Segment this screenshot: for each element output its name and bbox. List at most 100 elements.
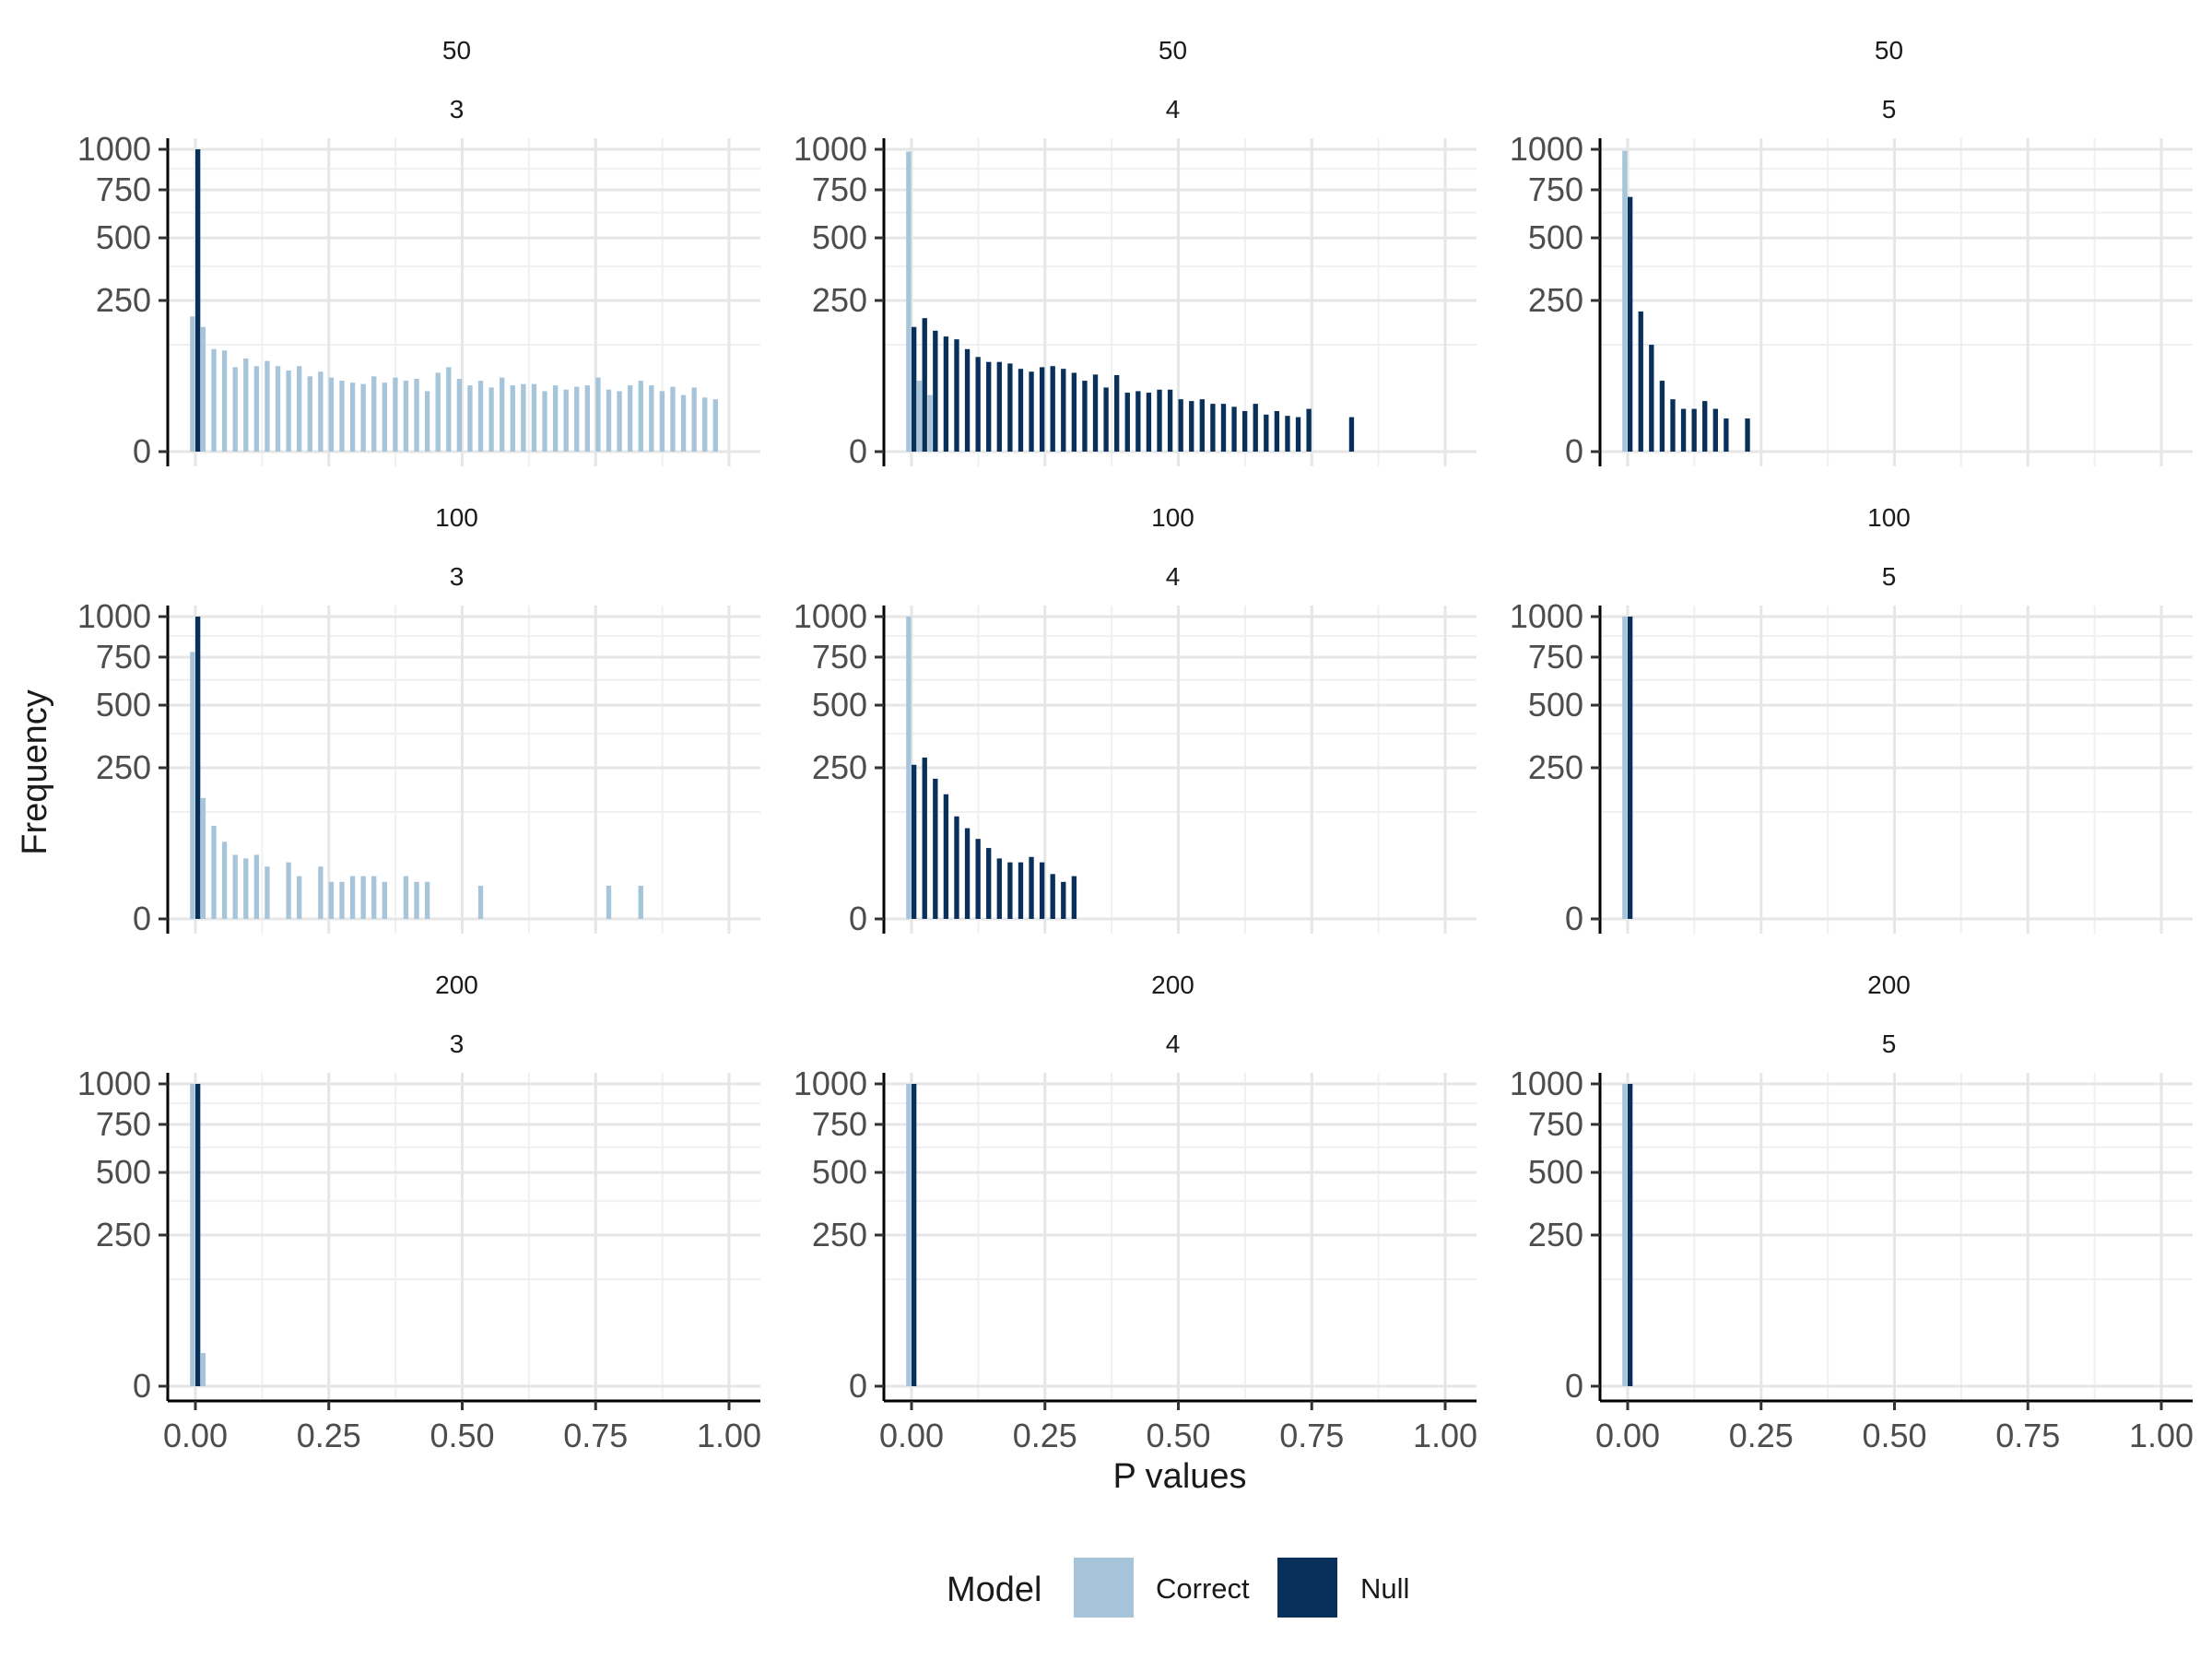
- y-tick-label: 500: [812, 686, 867, 724]
- legend-label-correct: Correct: [1156, 1572, 1250, 1605]
- bar-correct: [627, 385, 633, 452]
- facet-strip-col-label: 4: [1166, 1030, 1181, 1058]
- bar-null: [195, 1084, 201, 1386]
- legend-key-null: [1277, 1558, 1337, 1618]
- bar-correct: [243, 358, 249, 452]
- bar-correct: [424, 391, 430, 452]
- facet-strip-col-label: 3: [450, 562, 465, 591]
- x-tick-label: 0.00: [1595, 1417, 1660, 1454]
- bar-correct: [200, 797, 206, 919]
- y-tick-label: 500: [1528, 218, 1583, 256]
- bar-correct: [318, 371, 324, 452]
- bar-correct: [200, 1353, 206, 1386]
- bar-correct: [702, 397, 708, 452]
- y-tick-label: 0: [1565, 900, 1583, 937]
- facet-strip-col-label: 4: [1166, 95, 1181, 124]
- bar-correct: [211, 348, 217, 452]
- bar-null: [1007, 862, 1013, 919]
- bar-null: [1189, 401, 1194, 452]
- bar-null: [1029, 856, 1034, 919]
- bar-null: [1628, 617, 1633, 919]
- bar-correct: [349, 876, 356, 919]
- bar-correct: [1622, 1084, 1628, 1386]
- y-tick-label: 0: [133, 1367, 151, 1405]
- y-tick-label: 250: [812, 1216, 867, 1253]
- bar-correct: [521, 383, 526, 452]
- bar-correct: [680, 394, 687, 452]
- bar-correct: [382, 382, 387, 452]
- bar-null: [1659, 381, 1665, 452]
- bar-correct: [446, 367, 452, 452]
- y-tick-label: 750: [1528, 171, 1583, 208]
- y-tick-label: 1000: [794, 597, 867, 635]
- bar-correct: [414, 881, 419, 919]
- bar-null: [1018, 862, 1024, 919]
- y-tick-label: 1000: [1510, 597, 1583, 635]
- bar-correct: [265, 360, 270, 452]
- y-tick-label: 0: [1565, 432, 1583, 470]
- bar-null: [975, 357, 981, 452]
- bar-null: [1082, 381, 1088, 452]
- x-tick-label: 0.50: [1146, 1417, 1210, 1454]
- facet-strip-row-label: 50: [1159, 36, 1187, 65]
- bar-correct: [1622, 617, 1628, 919]
- y-tick-label: 250: [96, 281, 151, 319]
- bar-correct: [712, 399, 718, 452]
- bar-correct: [265, 866, 270, 919]
- bar-correct: [916, 381, 923, 452]
- bar-correct: [221, 841, 228, 919]
- y-tick-label: 500: [812, 218, 867, 256]
- x-tick-label: 0.25: [297, 1417, 361, 1454]
- x-tick-label: 1.00: [2129, 1417, 2194, 1454]
- bar-correct: [670, 386, 676, 452]
- bar-null: [912, 764, 917, 919]
- y-tick-label: 1000: [1510, 1065, 1583, 1102]
- bar-correct: [286, 862, 291, 919]
- bar-correct: [371, 376, 377, 452]
- facet-strip-col-label: 5: [1882, 562, 1897, 591]
- x-tick-label: 0.25: [1729, 1417, 1794, 1454]
- bar-correct: [649, 385, 654, 452]
- legend-key-correct: [1074, 1558, 1134, 1618]
- facet-strip-row-label: 50: [1875, 36, 1903, 65]
- bar-correct: [606, 389, 612, 452]
- bar-correct: [190, 652, 195, 919]
- bar-correct: [360, 876, 366, 919]
- y-tick-label: 750: [96, 638, 151, 676]
- bar-correct: [606, 886, 612, 919]
- bar-correct: [382, 881, 387, 919]
- bar-correct: [297, 876, 302, 919]
- y-tick-label: 750: [1528, 1105, 1583, 1143]
- bar-null: [1745, 418, 1750, 452]
- bar-null: [1628, 1084, 1633, 1386]
- bar-correct: [542, 391, 547, 452]
- y-tick-label: 750: [96, 171, 151, 208]
- y-tick-label: 750: [1528, 638, 1583, 676]
- bar-correct: [318, 866, 324, 919]
- bar-correct: [232, 367, 238, 452]
- bar-correct: [584, 385, 590, 452]
- y-tick-label: 250: [1528, 748, 1583, 786]
- bar-null: [996, 858, 1002, 919]
- bar-null: [1157, 389, 1162, 452]
- bar-null: [943, 336, 949, 452]
- legend: Model Correct Null: [947, 1558, 1409, 1618]
- x-tick-label: 0.00: [163, 1417, 228, 1454]
- y-tick-label: 500: [812, 1153, 867, 1191]
- x-tick-label: 0.75: [1995, 1417, 2060, 1454]
- bar-null: [1274, 410, 1280, 452]
- bar-null: [922, 318, 927, 452]
- bar-correct: [659, 391, 665, 452]
- bar-null: [1124, 393, 1130, 452]
- bar-correct: [339, 381, 345, 452]
- bar-null: [1018, 369, 1024, 452]
- x-axis-title: P values: [1112, 1457, 1246, 1496]
- facet-strip-col-label: 4: [1166, 562, 1181, 591]
- y-tick-label: 1000: [77, 597, 151, 635]
- bar-correct: [435, 372, 441, 452]
- bar-correct: [243, 858, 249, 919]
- bar-correct: [595, 377, 601, 452]
- bar-correct: [211, 825, 217, 919]
